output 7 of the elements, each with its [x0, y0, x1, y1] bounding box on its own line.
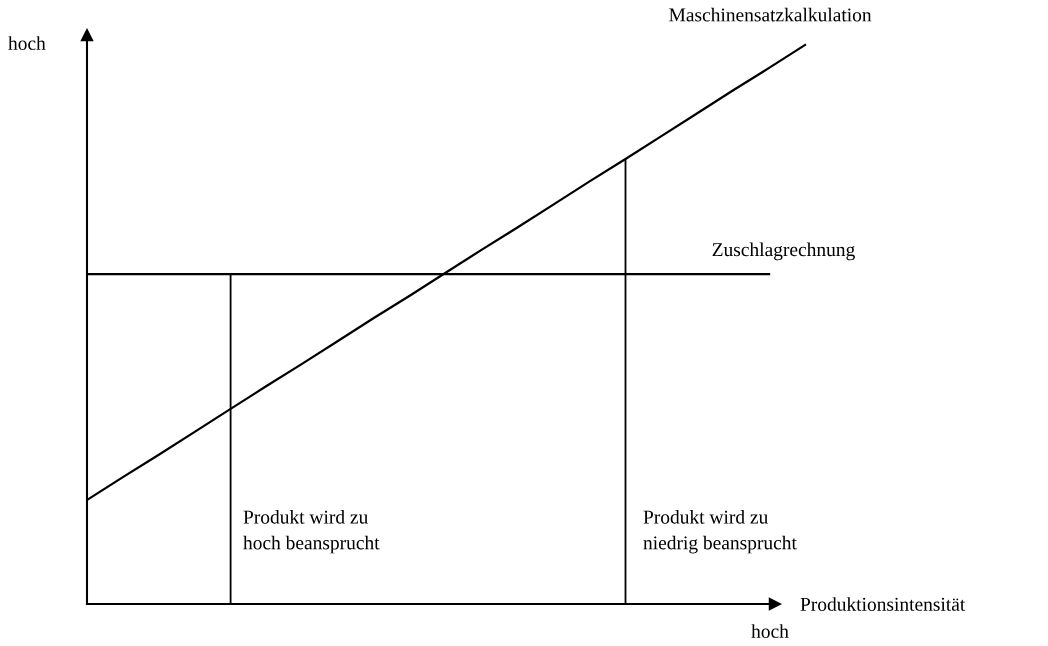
- x-axis-title: Produktionsintensität: [800, 597, 966, 611]
- text: Maschinensatzkalkulation: [669, 7, 872, 22]
- annotation: Produkt wird zu hoch beansprucht: [243, 510, 380, 554]
- text: hoch: [751, 624, 789, 638]
- annotation: Produkt wird zu niedrig beansprucht: [643, 510, 797, 554]
- y-axis-title: hoch: [8, 36, 46, 50]
- series-label: Zuschlagrechnung: [712, 242, 855, 261]
